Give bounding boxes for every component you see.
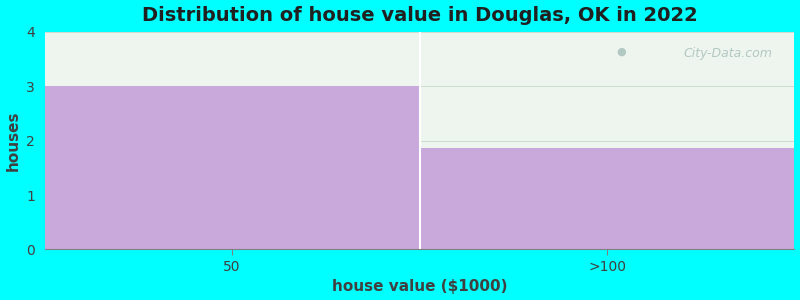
X-axis label: house value ($1000): house value ($1000) bbox=[332, 279, 507, 294]
Text: ●: ● bbox=[616, 47, 626, 57]
Bar bbox=[419, 148, 794, 250]
Title: Distribution of house value in Douglas, OK in 2022: Distribution of house value in Douglas, … bbox=[142, 6, 698, 25]
Bar bbox=[45, 86, 419, 250]
Y-axis label: houses: houses bbox=[6, 110, 21, 171]
Text: City-Data.com: City-Data.com bbox=[683, 47, 772, 60]
